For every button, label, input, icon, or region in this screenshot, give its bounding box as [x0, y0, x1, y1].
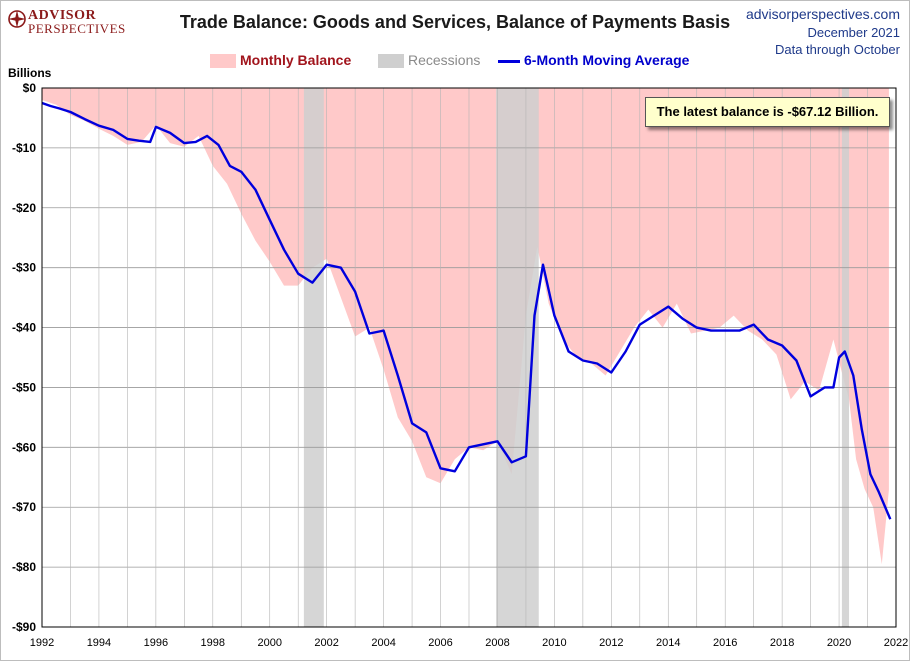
- x-tick-label: 1994: [87, 637, 111, 649]
- monthly-balance-area: [42, 88, 889, 565]
- y-tick-label: $0: [23, 81, 37, 95]
- x-tick-label: 2010: [542, 637, 566, 649]
- x-tick-label: 2008: [485, 637, 509, 649]
- x-tick-label: 2004: [371, 637, 395, 649]
- plot-border: [41, 87, 897, 628]
- recession-band: [303, 88, 324, 627]
- x-tick-label: 2016: [713, 637, 737, 649]
- legend-item-monthly: Monthly Balance: [210, 50, 351, 70]
- recession-band: [841, 88, 850, 627]
- site-url[interactable]: advisorperspectives.com: [745, 6, 900, 22]
- legend-swatch-moving-average: [498, 59, 520, 63]
- y-tick-label: -$50: [12, 380, 36, 394]
- latest-balance-callout: The latest balance is -$67.12 Billion.: [645, 97, 890, 127]
- x-tick-label: 1992: [30, 637, 54, 649]
- x-tick-label: 2022: [884, 637, 908, 649]
- y-tick-label: -$60: [12, 440, 36, 454]
- publish-date: December 2021: [807, 25, 901, 40]
- legend: Monthly Balance Recessions 6-Month Movin…: [0, 50, 910, 70]
- y-tick-label: -$10: [12, 141, 36, 155]
- x-tick-label: 2002: [314, 637, 338, 649]
- x-tick-label: 2020: [827, 637, 851, 649]
- x-tick-label: 2014: [656, 637, 680, 649]
- logo: ADVISOR PERSPECTIVES: [6, 8, 166, 40]
- logo-line2: PERSPECTIVES: [28, 21, 126, 36]
- x-tick-label: 2018: [770, 637, 794, 649]
- legend-swatch-monthly: [210, 54, 236, 69]
- compass-icon: [8, 10, 26, 28]
- moving-average-line: [41, 101, 892, 520]
- y-tick-label: -$90: [12, 620, 36, 634]
- logo-line1: ADVISOR: [28, 8, 97, 23]
- x-tick-label: 1998: [201, 637, 225, 649]
- x-tick-label: 2000: [257, 637, 281, 649]
- y-tick-label: -$80: [12, 560, 36, 574]
- y-tick-label: -$20: [12, 201, 36, 215]
- legend-item-recessions: Recessions: [378, 50, 480, 70]
- x-tick-label: 2006: [428, 637, 452, 649]
- chart-title: Trade Balance: Goods and Services, Balan…: [179, 12, 731, 32]
- x-tick-label: 2012: [599, 637, 623, 649]
- y-tick-label: -$70: [12, 500, 36, 514]
- data-through: Data through October: [774, 42, 900, 57]
- x-tick-label: 1996: [144, 637, 168, 649]
- y-tick-label: -$40: [12, 321, 36, 335]
- y-axis-label: Billions: [8, 66, 52, 80]
- legend-item-moving-average: 6-Month Moving Average: [498, 50, 689, 70]
- legend-swatch-recessions: [378, 54, 404, 69]
- legend-label-monthly: Monthly Balance: [240, 52, 352, 68]
- y-tick-label: -$30: [12, 261, 36, 275]
- legend-label-recessions: Recessions: [408, 52, 481, 68]
- legend-label-moving-average: 6-Month Moving Average: [524, 52, 690, 68]
